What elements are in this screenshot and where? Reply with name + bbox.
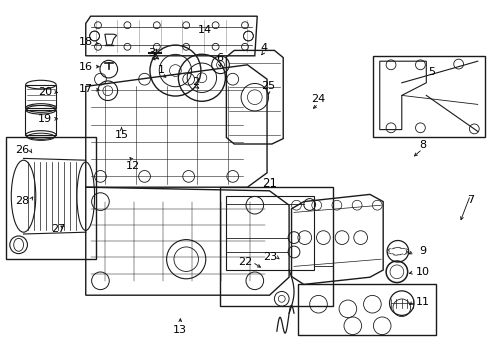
Text: 8: 8 <box>419 140 426 150</box>
Text: 1: 1 <box>158 65 165 75</box>
Text: 16: 16 <box>79 62 93 72</box>
Text: 11: 11 <box>416 297 429 307</box>
Bar <box>25 110 56 135</box>
Text: 28: 28 <box>15 195 30 206</box>
Bar <box>226 196 314 270</box>
Text: 3: 3 <box>148 48 155 58</box>
Text: 9: 9 <box>419 246 426 256</box>
Text: 13: 13 <box>173 325 187 336</box>
Text: 15: 15 <box>115 130 128 140</box>
Text: 14: 14 <box>198 24 212 35</box>
Bar <box>25 85 56 108</box>
Text: 10: 10 <box>416 267 429 277</box>
Text: 5: 5 <box>428 67 435 77</box>
Text: 17: 17 <box>79 84 93 94</box>
Text: 6: 6 <box>216 53 223 63</box>
Text: 25: 25 <box>262 81 275 91</box>
Text: 21: 21 <box>262 177 277 190</box>
Text: 24: 24 <box>311 94 326 104</box>
Text: 27: 27 <box>50 224 65 234</box>
Bar <box>6 137 96 259</box>
Text: 26: 26 <box>16 145 29 156</box>
Text: 7: 7 <box>467 195 474 205</box>
Bar <box>373 56 485 137</box>
Text: 20: 20 <box>38 87 52 97</box>
Text: 23: 23 <box>264 252 277 262</box>
Text: 19: 19 <box>38 114 52 124</box>
Text: 2: 2 <box>193 77 199 87</box>
Text: 22: 22 <box>238 257 252 267</box>
Text: 4: 4 <box>260 43 267 53</box>
Bar <box>298 284 436 335</box>
Text: 18: 18 <box>79 37 93 48</box>
Text: 12: 12 <box>126 161 140 171</box>
Bar <box>220 187 333 306</box>
